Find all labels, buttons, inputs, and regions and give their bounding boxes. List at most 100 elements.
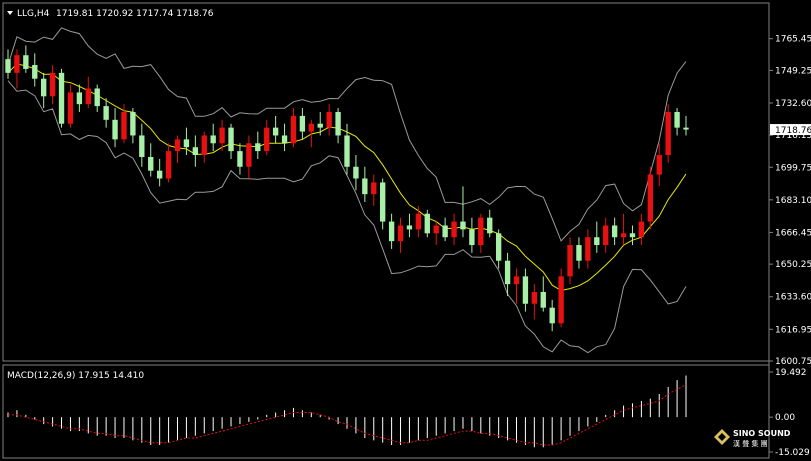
candle-body xyxy=(397,225,404,242)
brand-name: SINO SOUND xyxy=(733,429,791,438)
candle-body xyxy=(380,182,386,222)
candle xyxy=(531,284,538,320)
brand-sub: 漢 聲 集 團 xyxy=(733,439,768,448)
candle xyxy=(460,186,466,238)
candle xyxy=(32,53,38,87)
candle-body xyxy=(103,106,109,120)
candle xyxy=(201,131,207,163)
candle xyxy=(237,143,243,175)
candle-body xyxy=(156,170,163,179)
current-price-label: 1718.76 xyxy=(775,126,811,136)
candle xyxy=(665,104,671,163)
candle xyxy=(290,108,297,148)
candle xyxy=(629,225,636,246)
candle xyxy=(344,123,350,175)
candle-body xyxy=(638,221,645,238)
candle-body xyxy=(67,92,74,124)
candle-body xyxy=(148,156,154,171)
candle xyxy=(335,108,341,144)
candle xyxy=(94,84,100,112)
candle-body xyxy=(611,225,618,238)
candle-body xyxy=(603,225,609,246)
macd-signal-line xyxy=(8,384,687,446)
candle-body xyxy=(246,143,252,167)
current-price-box xyxy=(770,124,811,136)
price-tick-label: 1765.45 xyxy=(775,35,811,45)
candle xyxy=(397,217,404,253)
candle xyxy=(620,213,627,246)
chart-menu-triangle-icon[interactable] xyxy=(7,11,13,15)
candle-body xyxy=(522,276,529,304)
candle-body xyxy=(174,139,181,152)
candle xyxy=(317,111,323,136)
candle-body xyxy=(23,55,29,69)
candle-body xyxy=(326,111,332,128)
candle-body xyxy=(558,276,564,324)
candle xyxy=(49,65,56,105)
candle-body xyxy=(513,276,520,285)
candle xyxy=(67,84,74,128)
candle-body xyxy=(299,115,306,132)
candle-body xyxy=(49,72,56,97)
candle xyxy=(576,237,582,269)
candle-body xyxy=(183,139,190,148)
candle-body xyxy=(594,237,600,246)
candle-body xyxy=(424,213,430,234)
candle-body xyxy=(85,88,91,105)
macd-tick-label: 0.00 xyxy=(775,413,795,423)
candle-body xyxy=(94,88,100,107)
price-tick-label: 1699.75 xyxy=(775,163,811,173)
candle xyxy=(76,84,83,112)
candle xyxy=(14,49,20,89)
candle xyxy=(478,213,484,253)
candle-body xyxy=(14,55,20,73)
candle xyxy=(388,213,395,249)
candle xyxy=(112,108,118,148)
candle xyxy=(41,72,47,109)
candle-body xyxy=(255,143,261,152)
candle-body xyxy=(567,245,573,277)
candle-body xyxy=(665,111,671,156)
candle-body xyxy=(415,213,422,230)
candle xyxy=(433,221,439,246)
candle xyxy=(504,252,511,296)
candle xyxy=(451,213,457,246)
macd-layer xyxy=(7,375,687,448)
candle xyxy=(603,217,609,253)
bollinger-bands xyxy=(7,27,687,354)
candle xyxy=(611,217,618,246)
candle xyxy=(647,166,653,230)
candle xyxy=(219,119,225,152)
candle xyxy=(406,213,413,238)
candle xyxy=(5,49,11,79)
candle xyxy=(558,268,564,328)
candle xyxy=(683,115,689,136)
candle xyxy=(210,123,216,152)
macd-tick-label: 19.492 xyxy=(775,368,807,378)
price-tick-label: 1650.25 xyxy=(775,260,811,270)
candle-body xyxy=(406,225,413,230)
candle xyxy=(513,268,520,304)
price-tick-label: 1600.75 xyxy=(775,357,811,367)
candle xyxy=(23,45,29,73)
candle-body xyxy=(58,72,65,124)
candle-body xyxy=(201,135,207,156)
candle-body xyxy=(210,135,216,144)
candles xyxy=(5,45,689,332)
candle-body xyxy=(469,229,475,246)
candle-body xyxy=(264,127,270,152)
candle-body xyxy=(237,151,243,167)
candle-body xyxy=(41,78,47,97)
price-tick-label: 1749.25 xyxy=(775,66,811,76)
candle xyxy=(549,299,555,332)
candle-body xyxy=(478,217,484,246)
candle xyxy=(281,123,288,152)
candle-body xyxy=(308,123,314,132)
candle xyxy=(264,119,270,156)
candle-body xyxy=(388,221,395,242)
candle xyxy=(228,123,234,159)
candle-body xyxy=(460,221,466,230)
candle-body xyxy=(576,245,582,261)
